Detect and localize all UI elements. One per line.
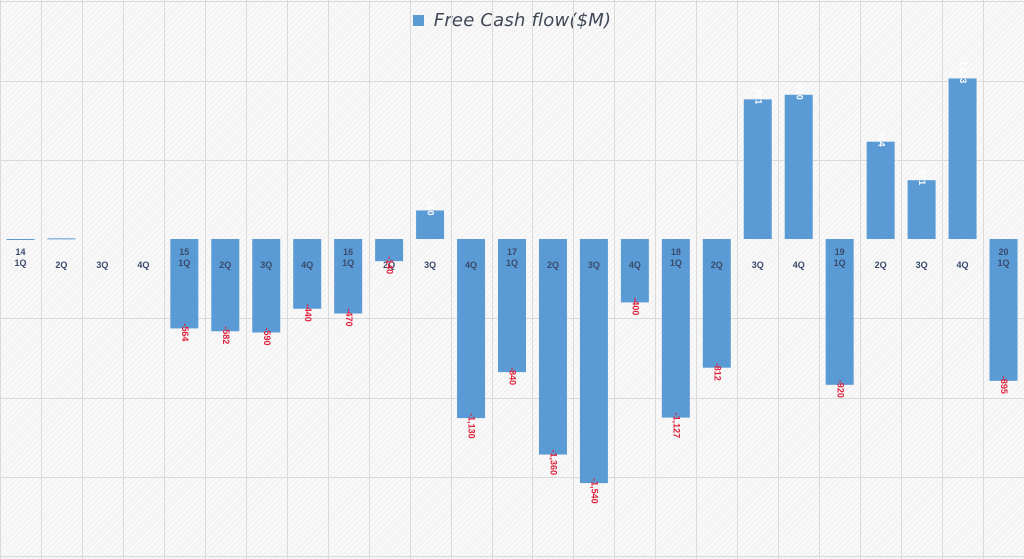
bar — [211, 239, 240, 332]
category-label: 4Q — [301, 260, 313, 270]
data-label: -582 — [221, 326, 231, 344]
bar — [416, 210, 445, 239]
data-label: 371 — [917, 170, 927, 185]
data-label: -564 — [180, 323, 190, 341]
data-label: -895 — [999, 376, 1009, 394]
bar — [989, 239, 1018, 381]
bar — [620, 239, 649, 303]
category-label: 4Q — [629, 260, 641, 270]
category-label: 2Q — [219, 260, 231, 270]
bar — [170, 239, 199, 329]
bar — [47, 238, 76, 240]
bar — [784, 94, 813, 239]
bar — [498, 239, 526, 373]
category-label: 15 1Q — [178, 247, 190, 268]
bar — [6, 239, 35, 240]
bar — [579, 239, 608, 484]
bar — [538, 239, 567, 455]
bar — [661, 239, 690, 418]
category-label: 2Q — [383, 260, 395, 270]
category-label: 14 1Q — [14, 247, 26, 268]
bar — [866, 141, 895, 239]
category-label: 3Q — [588, 260, 600, 270]
category-label: 4Q — [957, 260, 969, 270]
data-label: -1,540 — [590, 478, 600, 504]
data-label: -812 — [712, 363, 722, 381]
category-label: 3Q — [424, 260, 436, 270]
category-label: 20 1Q — [998, 247, 1010, 268]
category-label: 17 1Q — [506, 247, 518, 268]
data-label: 614 — [876, 132, 886, 147]
category-label: 18 1Q — [670, 247, 682, 268]
legend-swatch — [412, 14, 424, 26]
category-label: 19 1Q — [834, 247, 846, 268]
bar — [375, 239, 404, 262]
category-label: 4Q — [465, 260, 477, 270]
chart-legend: Free Cash flow($M) — [0, 8, 1024, 32]
category-label: 2Q — [711, 260, 723, 270]
bar — [702, 239, 731, 368]
data-label: 1,013 — [958, 61, 968, 84]
data-label: -840 — [508, 367, 518, 385]
legend-label: Free Cash flow($M) — [433, 9, 612, 31]
bar — [457, 239, 486, 419]
data-label: 180 — [426, 200, 436, 215]
bar — [907, 180, 936, 239]
bar — [743, 99, 772, 239]
data-label: 910 — [794, 85, 804, 100]
bar — [948, 78, 977, 239]
category-label: 2Q — [55, 260, 67, 270]
data-label: -470 — [344, 308, 354, 326]
category-label: 2Q — [547, 260, 559, 270]
category-label: 3Q — [96, 260, 108, 270]
bar — [825, 239, 854, 385]
data-label: -440 — [303, 304, 313, 322]
data-label: -1,130 — [467, 413, 477, 439]
category-label: 3Q — [916, 260, 928, 270]
bar — [334, 239, 363, 314]
bar — [293, 239, 322, 309]
data-label: -400 — [631, 297, 641, 315]
bar — [252, 239, 281, 333]
data-label: -1,127 — [671, 413, 681, 439]
data-label: -590 — [262, 328, 272, 346]
data-label: -1,360 — [549, 450, 559, 476]
category-label: 3Q — [752, 260, 764, 270]
data-label: -920 — [835, 380, 845, 398]
data-label: -140 — [385, 256, 395, 274]
category-label: 16 1Q — [342, 247, 354, 268]
category-label: 4Q — [793, 260, 805, 270]
data-label: 881 — [753, 89, 763, 104]
category-label: 4Q — [137, 260, 149, 270]
category-label: 2Q — [875, 260, 887, 270]
category-label: 3Q — [260, 260, 272, 270]
